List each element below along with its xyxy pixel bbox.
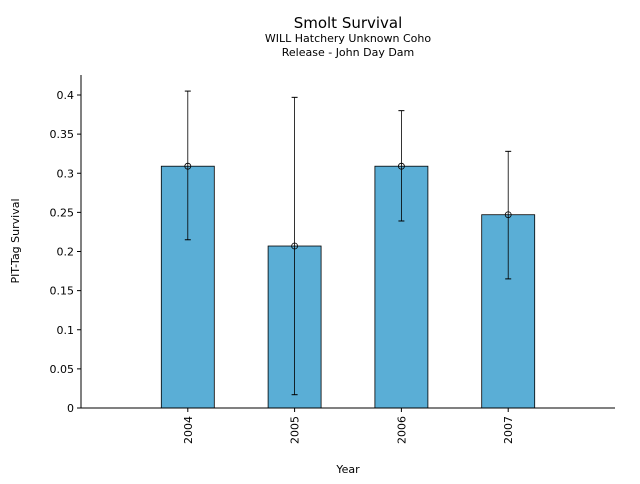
y-tick-label: 0.4: [57, 89, 75, 102]
x-tick-label: 2004: [182, 416, 195, 444]
chart-subtitle-line-2: Release - John Day Dam: [282, 46, 415, 59]
x-tick-label: 2007: [502, 416, 515, 444]
y-tick-label: 0: [67, 402, 74, 415]
point-marker-2005: [291, 242, 299, 250]
chart-subtitle-line-1: WILL Hatchery Unknown Coho: [265, 32, 431, 45]
y-tick-label: 0.15: [50, 285, 75, 298]
point-marker-2007: [504, 211, 512, 219]
y-tick-label: 0.25: [50, 206, 75, 219]
point-marker-2006: [397, 162, 405, 170]
x-axis-label: Year: [335, 463, 360, 476]
y-tick-label: 0.3: [57, 167, 75, 180]
y-axis-label: PIT-Tag Survival: [9, 198, 22, 283]
y-tick-label: 0.35: [50, 128, 75, 141]
x-tick-label: 2005: [289, 416, 302, 444]
chart-title: Smolt Survival: [294, 14, 403, 32]
y-tick-label: 0.1: [57, 324, 75, 337]
x-tick-label: 2006: [395, 416, 408, 444]
y-tick-label: 0.2: [57, 246, 75, 259]
y-tick-label: 0.05: [50, 363, 75, 376]
point-marker-2004: [184, 162, 192, 170]
